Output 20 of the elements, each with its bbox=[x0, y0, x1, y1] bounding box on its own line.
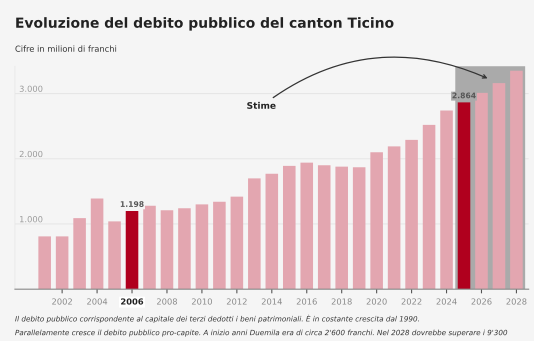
x-tick-label: 2014 bbox=[262, 298, 282, 305]
y-tick-label: 3.000 bbox=[20, 86, 42, 92]
x-tick-label: 2012 bbox=[226, 298, 247, 305]
chart-subtitle: Cifre in milioni di franchi bbox=[15, 45, 116, 52]
y-tick-label: 1.000 bbox=[20, 216, 42, 222]
y-tick-label: 2.000 bbox=[20, 150, 42, 158]
x-tick-label: 2028 bbox=[506, 298, 526, 305]
x-tick-label: 2024 bbox=[436, 298, 457, 305]
x-tick-label: 2006 bbox=[121, 298, 144, 305]
x-tick-label: 2022 bbox=[402, 298, 422, 305]
x-tick-label: 2018 bbox=[332, 298, 352, 305]
x-tick-label: 2016 bbox=[296, 298, 317, 305]
chart-title: Evoluzione del debito pubblico del canton Ticino bbox=[16, 17, 394, 31]
x-tick-label: 2008 bbox=[156, 298, 177, 305]
x-tick-label: 2020 bbox=[366, 298, 387, 305]
x-tick-label: 2002 bbox=[52, 298, 72, 305]
x-tick-label: 2010 bbox=[192, 298, 212, 305]
band-label: Stime bbox=[247, 102, 276, 109]
x-tick-label: 2026 bbox=[471, 298, 492, 305]
x-tick-label: 2004 bbox=[87, 298, 108, 305]
